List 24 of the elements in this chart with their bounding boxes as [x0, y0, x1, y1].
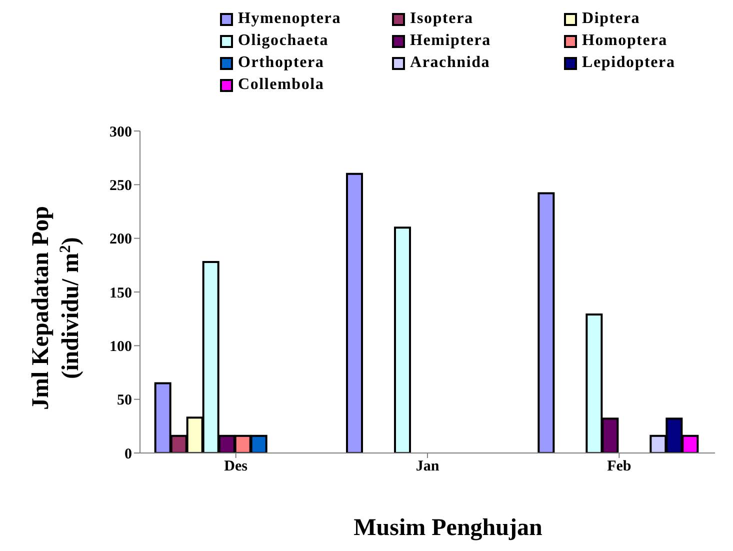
bar [394, 226, 411, 453]
legend-label: Orthoptera [238, 54, 324, 72]
legend-label: Lepidoptera [582, 54, 676, 72]
legend-label: Diptera [582, 10, 640, 28]
y-tick-label: 50 [117, 392, 132, 409]
bar [346, 172, 363, 453]
legend-label: Oligochaeta [238, 32, 329, 50]
legend-label: Hymenoptera [238, 10, 342, 28]
x-tick-label: Jan [416, 458, 440, 475]
x-axis-title: Musim Penghujan [354, 515, 542, 541]
legend-label: Homoptera [582, 32, 668, 50]
y-tick-label: 300 [110, 124, 132, 140]
legend-label: Collembola [238, 76, 324, 94]
legend-label: Isoptera [410, 10, 474, 28]
x-tick-label: Feb [607, 458, 632, 475]
legend-label: Arachnida [410, 54, 490, 72]
x-tick-label: Des [224, 458, 248, 475]
y-tick-label: 200 [110, 232, 132, 248]
y-tick-label: 0 [124, 446, 132, 462]
legend-label: Hemiptera [410, 32, 491, 50]
y-tick-label: 250 [110, 178, 132, 194]
y-tick-label: 100 [110, 338, 132, 355]
y-tick-label: 150 [110, 285, 132, 302]
bar [538, 192, 555, 453]
